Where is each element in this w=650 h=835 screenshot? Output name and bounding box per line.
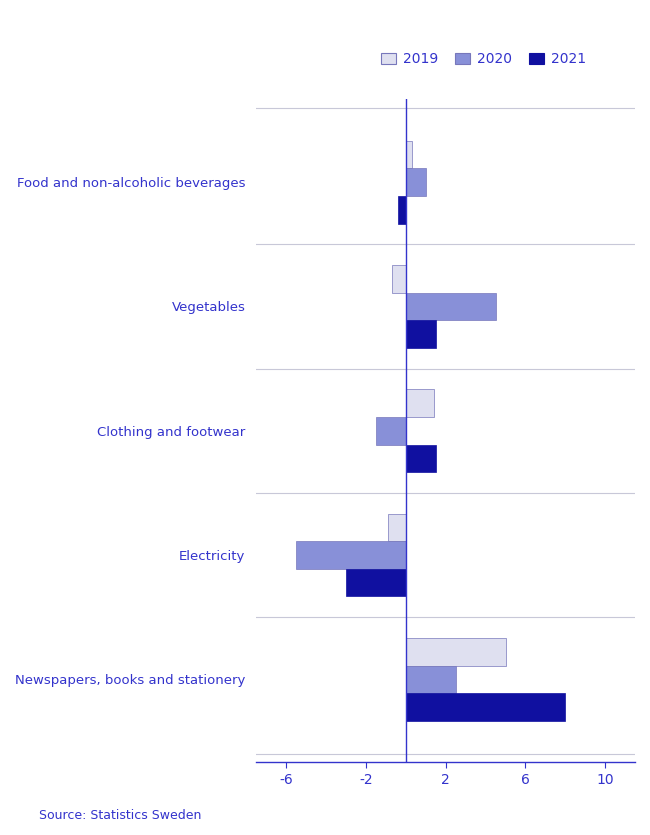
- Bar: [346, 569, 406, 596]
- Bar: [406, 444, 436, 472]
- Bar: [392, 265, 406, 292]
- Bar: [406, 292, 495, 321]
- Bar: [406, 321, 436, 348]
- Legend: 2019, 2020, 2021: 2019, 2020, 2021: [375, 47, 592, 72]
- Bar: [376, 417, 406, 444]
- Bar: [406, 389, 434, 417]
- Bar: [398, 196, 406, 224]
- Bar: [406, 665, 456, 693]
- Text: Source: Statistics Sweden: Source: Statistics Sweden: [39, 809, 202, 822]
- Bar: [406, 693, 566, 721]
- Bar: [406, 141, 412, 169]
- Bar: [388, 514, 406, 541]
- Bar: [296, 541, 406, 569]
- Bar: [406, 169, 426, 196]
- Bar: [406, 638, 506, 665]
